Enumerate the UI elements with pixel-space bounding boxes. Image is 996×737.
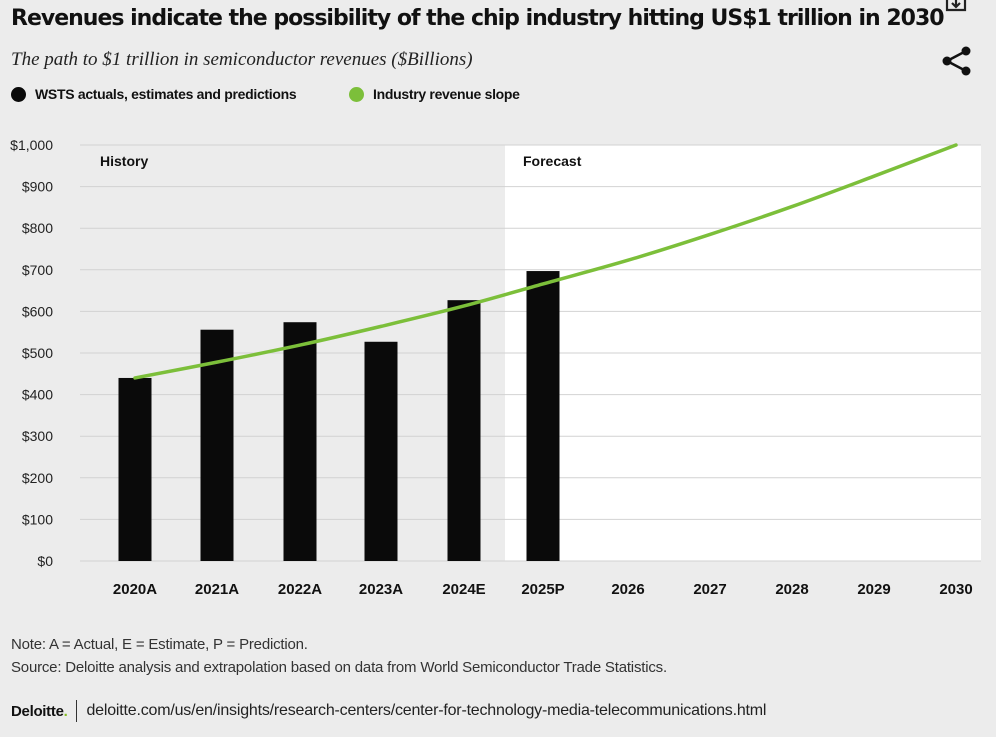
footer-url: deloitte.com/us/en/insights/research-cen… xyxy=(86,702,767,719)
legend-item-slope: Industry revenue slope xyxy=(349,86,520,102)
download-icon[interactable] xyxy=(944,0,968,14)
bar-2024E xyxy=(447,300,481,561)
legend-dot-slope xyxy=(349,87,364,102)
y-tick-label: $700 xyxy=(22,262,53,278)
y-tick-label: $0 xyxy=(37,553,53,569)
x-tick-label-2022A: 2022A xyxy=(278,581,322,598)
y-tick-label: $300 xyxy=(22,428,53,444)
y-tick-label: $1,000 xyxy=(10,137,53,153)
y-tick-label: $900 xyxy=(22,179,53,195)
legend-item-wsts: WSTS actuals, estimates and predictions xyxy=(11,86,297,102)
note-text: Note: A = Actual, E = Estimate, P = Pred… xyxy=(11,636,308,653)
bar-2021A xyxy=(200,329,234,561)
y-tick-label: $600 xyxy=(22,303,53,319)
x-tick-label-2023A: 2023A xyxy=(359,581,403,598)
deloitte-logo: Deloitte. xyxy=(11,702,68,720)
bar-2023A xyxy=(364,341,398,561)
bar-2020A xyxy=(118,377,152,561)
x-tick-label-2020A: 2020A xyxy=(113,581,157,598)
x-tick-label-2026: 2026 xyxy=(611,581,644,598)
x-tick-label-2029: 2029 xyxy=(857,581,890,598)
industry-revenue-slope-line xyxy=(133,143,958,380)
x-tick-label-2028: 2028 xyxy=(775,581,808,598)
chart-title: Revenues indicate the possibility of the… xyxy=(11,6,945,31)
x-tick-label-2027: 2027 xyxy=(693,581,726,598)
y-tick-label: $200 xyxy=(22,470,53,486)
region-label-forecast: Forecast xyxy=(523,153,582,169)
x-tick-label-2021A: 2021A xyxy=(195,581,239,598)
y-tick-label: $800 xyxy=(22,220,53,236)
legend-label-slope: Industry revenue slope xyxy=(373,86,520,102)
x-tick-label-2025P: 2025P xyxy=(521,581,564,598)
region-label-history: History xyxy=(100,153,148,169)
legend-label-wsts: WSTS actuals, estimates and predictions xyxy=(35,86,297,102)
source-text: Source: Deloitte analysis and extrapolat… xyxy=(11,659,667,676)
footer-divider xyxy=(76,700,78,722)
y-tick-label: $500 xyxy=(22,345,53,361)
x-tick-label-2024E: 2024E xyxy=(442,581,485,598)
share-icon[interactable] xyxy=(940,45,972,77)
footer: Deloitte. deloitte.com/us/en/insights/res… xyxy=(11,700,766,722)
chart-area: $0 $100 $200 $300 $400 $500 $600 $700 $800 $900 $1… xyxy=(10,137,981,598)
chart-subtitle: The path to $1 trillion in semiconductor… xyxy=(11,49,473,70)
legend-dot-wsts xyxy=(11,87,26,102)
x-tick-label-2030: 2030 xyxy=(939,581,972,598)
bar-2025P xyxy=(526,271,560,561)
y-tick-label: $100 xyxy=(22,511,53,527)
y-tick-label: $400 xyxy=(22,387,53,403)
bar-2022A xyxy=(283,322,317,561)
